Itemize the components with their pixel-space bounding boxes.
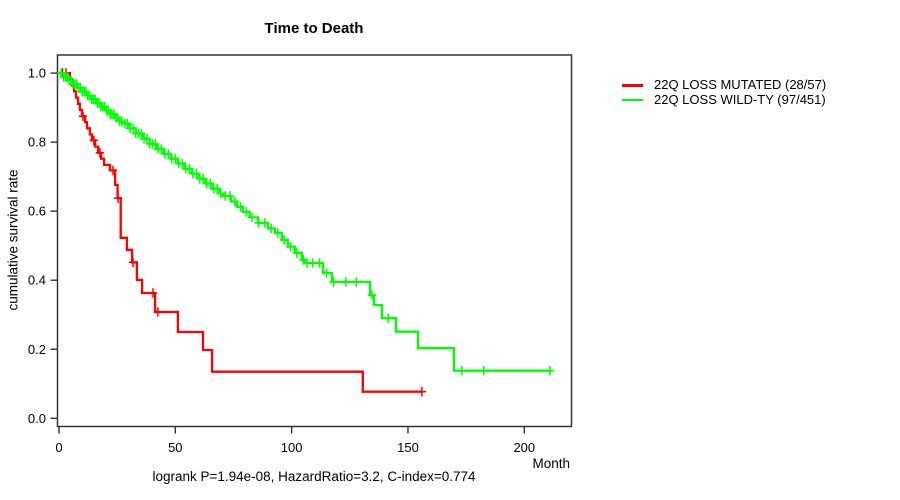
censor-mark bbox=[178, 158, 187, 169]
y-tick-label: 1.0 bbox=[28, 66, 46, 81]
censor-mark bbox=[457, 365, 467, 376]
censor-mark bbox=[329, 277, 338, 287]
censor-mark bbox=[89, 135, 99, 146]
censor-mark bbox=[113, 193, 123, 203]
plot-box bbox=[56, 54, 573, 428]
y-tick-label: 0.6 bbox=[28, 204, 46, 219]
censor-mark bbox=[242, 207, 251, 217]
x-tick-label: 150 bbox=[397, 440, 419, 455]
censor-mark bbox=[267, 223, 276, 234]
censor-mark bbox=[128, 123, 138, 134]
censor-mark bbox=[260, 218, 270, 228]
censor-mark bbox=[292, 248, 301, 258]
censor-mark bbox=[148, 288, 158, 298]
legend-swatch bbox=[622, 98, 643, 102]
legend-swatch bbox=[622, 84, 643, 87]
censor-mark bbox=[322, 268, 331, 278]
censor-mark bbox=[286, 241, 295, 252]
censor-mark bbox=[545, 365, 555, 376]
censor-mark bbox=[280, 235, 289, 245]
censor-mark bbox=[206, 178, 215, 189]
censor-mark bbox=[199, 173, 208, 184]
censor-mark bbox=[384, 313, 393, 323]
y-tick-label: 0.8 bbox=[28, 135, 46, 150]
censor-mark bbox=[108, 165, 118, 176]
y-tick-label: 0.4 bbox=[28, 273, 46, 288]
legend: 22Q LOSS MUTATED (28/57) 22Q LOSS WILD-TY… bbox=[622, 77, 827, 108]
censor-mark bbox=[137, 128, 146, 139]
legend-label: 22Q LOSS WILD-TY (97/451) bbox=[654, 91, 826, 107]
censor-mark bbox=[157, 144, 166, 154]
y-axis-label: cumulative survival rate bbox=[5, 169, 21, 311]
censor-mark bbox=[341, 277, 351, 287]
censor-mark bbox=[230, 196, 239, 207]
censor-mark bbox=[192, 168, 201, 179]
censor-mark bbox=[417, 386, 427, 397]
censor-mark bbox=[236, 202, 245, 212]
y-tick-label: 0.2 bbox=[28, 342, 46, 357]
censor-mark bbox=[273, 228, 282, 238]
x-axis-label: Month bbox=[532, 456, 570, 471]
censor-mark bbox=[225, 191, 235, 201]
km-series-1 bbox=[57, 68, 555, 376]
legend-item-1: 22Q LOSS WILD-TY (97/451) bbox=[622, 91, 826, 108]
legend-label: 22Q LOSS MUTATED (28/57) bbox=[654, 77, 827, 92]
censor-mark bbox=[128, 257, 138, 268]
stats-footnote: logrank P=1.94e-08, HazardRatio=3.2, C-i… bbox=[152, 469, 476, 484]
censor-mark bbox=[95, 148, 105, 158]
x-tick-label: 0 bbox=[55, 440, 62, 455]
censor-mark bbox=[185, 163, 194, 174]
legend-item-0: 22Q LOSS MUTATED (28/57) bbox=[622, 77, 827, 93]
x-tick-label: 50 bbox=[168, 440, 182, 455]
censor-mark bbox=[216, 188, 225, 199]
censor-mark bbox=[153, 307, 163, 317]
censor-mark bbox=[78, 111, 88, 121]
censor-mark bbox=[142, 133, 152, 144]
km-curve-1 bbox=[59, 71, 552, 372]
censor-mark bbox=[151, 139, 160, 149]
censor-mark bbox=[352, 277, 361, 287]
x-tick-label: 100 bbox=[281, 440, 303, 455]
km-curve-0 bbox=[59, 71, 423, 393]
x-tick-label: 200 bbox=[513, 440, 535, 455]
censor-mark bbox=[213, 183, 222, 194]
chart-title: Time to Death bbox=[264, 20, 364, 37]
censor-mark bbox=[247, 212, 257, 223]
y-tick-label: 0.0 bbox=[28, 411, 46, 426]
censor-mark bbox=[367, 290, 377, 300]
censor-mark bbox=[315, 258, 324, 268]
censor-mark bbox=[479, 365, 488, 376]
